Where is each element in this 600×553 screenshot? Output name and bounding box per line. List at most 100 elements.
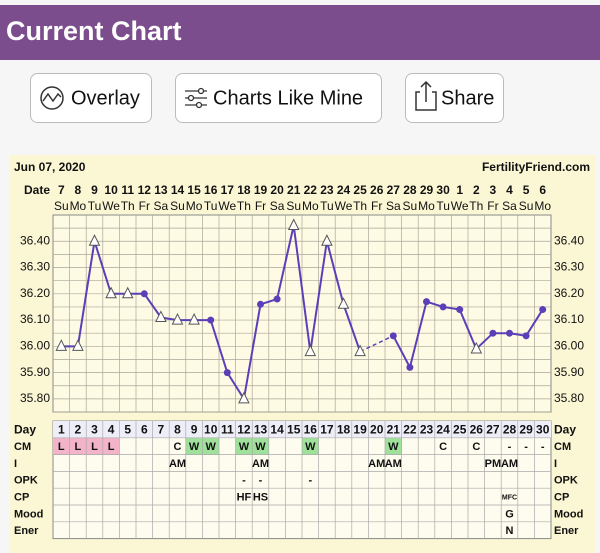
day-number: 3 — [91, 423, 98, 437]
cell-bg — [102, 437, 120, 455]
date-label: 6 — [539, 183, 546, 197]
cell-text: MFC — [502, 494, 517, 501]
date-label: 25 — [353, 183, 367, 197]
chart-date: Jun 07, 2020 — [14, 160, 86, 174]
weekday-label: Su — [519, 199, 534, 213]
day-number: 26 — [470, 423, 484, 437]
cell-text: AM — [368, 458, 385, 470]
weekday-label: We — [335, 199, 353, 213]
row-label: Ener — [14, 525, 39, 537]
row-label: Day — [14, 423, 36, 437]
day-number: 12 — [237, 423, 251, 437]
cell-text: C — [174, 441, 182, 453]
row-label-right: Day — [554, 423, 576, 437]
day-number: 8 — [174, 423, 181, 437]
weekday-label: Su — [54, 199, 69, 213]
weekday-label: Sa — [502, 199, 517, 213]
y-tick-label: 35.90 — [20, 365, 50, 379]
cell-text: AM — [252, 458, 269, 470]
button-label: Charts Like Mine — [213, 87, 363, 109]
date-label: Date — [24, 183, 50, 197]
date-label: 26 — [370, 183, 384, 197]
marker-dot — [257, 300, 264, 308]
weekday-label: Mo — [534, 199, 551, 213]
day-number: 5 — [124, 423, 131, 437]
marker-dot — [389, 332, 397, 340]
button-label: Overlay — [71, 87, 140, 109]
cell-text: - — [259, 475, 263, 487]
marker-dot — [223, 369, 231, 377]
day-number: 28 — [503, 423, 517, 437]
y-tick-label-right: 35.90 — [554, 365, 584, 379]
cell-text: - — [508, 441, 512, 453]
day-number: 10 — [204, 423, 218, 437]
weekday-label: Tu — [436, 199, 450, 213]
y-tick-label: 36.20 — [20, 286, 50, 300]
date-label: 29 — [420, 183, 434, 197]
day-number: 2 — [75, 423, 82, 437]
y-tick-label-right: 36.20 — [554, 286, 584, 300]
weekday-label: Th — [353, 199, 367, 213]
marker-triangle — [354, 344, 366, 357]
day-number: 9 — [191, 423, 198, 437]
button-label: Share — [441, 87, 494, 109]
day-number: 4 — [108, 423, 115, 437]
marker-dot — [489, 329, 497, 337]
cell-text: HS — [253, 492, 268, 504]
marker-triangle — [287, 218, 300, 231]
cell-bg — [252, 437, 269, 455]
date-label: 1 — [456, 183, 463, 197]
day-number: 16 — [304, 423, 318, 437]
weekday-label: Th — [469, 199, 483, 213]
overlay-button[interactable]: Overlay — [30, 73, 152, 123]
cell-bg — [302, 437, 319, 455]
row-label: I — [14, 458, 17, 470]
date-label: 2 — [473, 183, 480, 197]
y-tick-label-right: 36.10 — [554, 312, 584, 326]
marker-triangle — [121, 286, 134, 299]
header-title: Current Chart — [6, 16, 182, 46]
cell-text: AM — [169, 458, 186, 470]
weekday-label: Tu — [88, 199, 102, 213]
cell-text: W — [206, 441, 217, 453]
cell-text: PM — [485, 458, 502, 470]
day-number: 27 — [486, 423, 500, 437]
date-label: 11 — [121, 183, 134, 197]
date-label: 24 — [337, 183, 351, 197]
cell-text: W — [305, 441, 316, 453]
cell-text: N — [506, 525, 514, 537]
day-number: 23 — [420, 423, 434, 437]
cell-text: W — [255, 441, 266, 453]
weekday-label: Tu — [204, 199, 218, 213]
cell-text: AM — [501, 458, 518, 470]
marker-dot — [423, 298, 430, 306]
weekday-label: Fr — [487, 199, 498, 213]
weekday-label: We — [451, 199, 469, 213]
marker-dot — [273, 295, 281, 303]
share-button[interactable]: Share — [405, 73, 504, 123]
marker-dot — [539, 306, 547, 314]
cell-text: C — [472, 441, 480, 453]
weekday-label: Mo — [418, 199, 435, 213]
day-number: 1 — [58, 423, 65, 437]
date-label: 4 — [506, 183, 513, 197]
weekday-label: We — [102, 199, 120, 213]
y-tick-label: 36.00 — [20, 339, 50, 353]
weekday-label: Fr — [255, 199, 266, 213]
marker-dot — [140, 290, 148, 298]
charts-like-mine-button[interactable]: Charts Like Mine — [175, 73, 382, 123]
date-label: 5 — [523, 183, 530, 197]
weekday-label: Th — [237, 199, 251, 213]
cell-text: L — [91, 441, 98, 453]
cell-bg — [385, 437, 402, 455]
day-number: 22 — [403, 423, 417, 437]
cell-text: C — [439, 441, 447, 453]
weekday-label: Su — [403, 199, 418, 213]
marker-triangle — [238, 391, 250, 404]
date-label: 3 — [490, 183, 497, 197]
marker-triangle — [171, 312, 184, 325]
date-label: 18 — [237, 183, 251, 197]
cell-text: L — [75, 441, 82, 453]
day-number: 14 — [270, 423, 284, 437]
